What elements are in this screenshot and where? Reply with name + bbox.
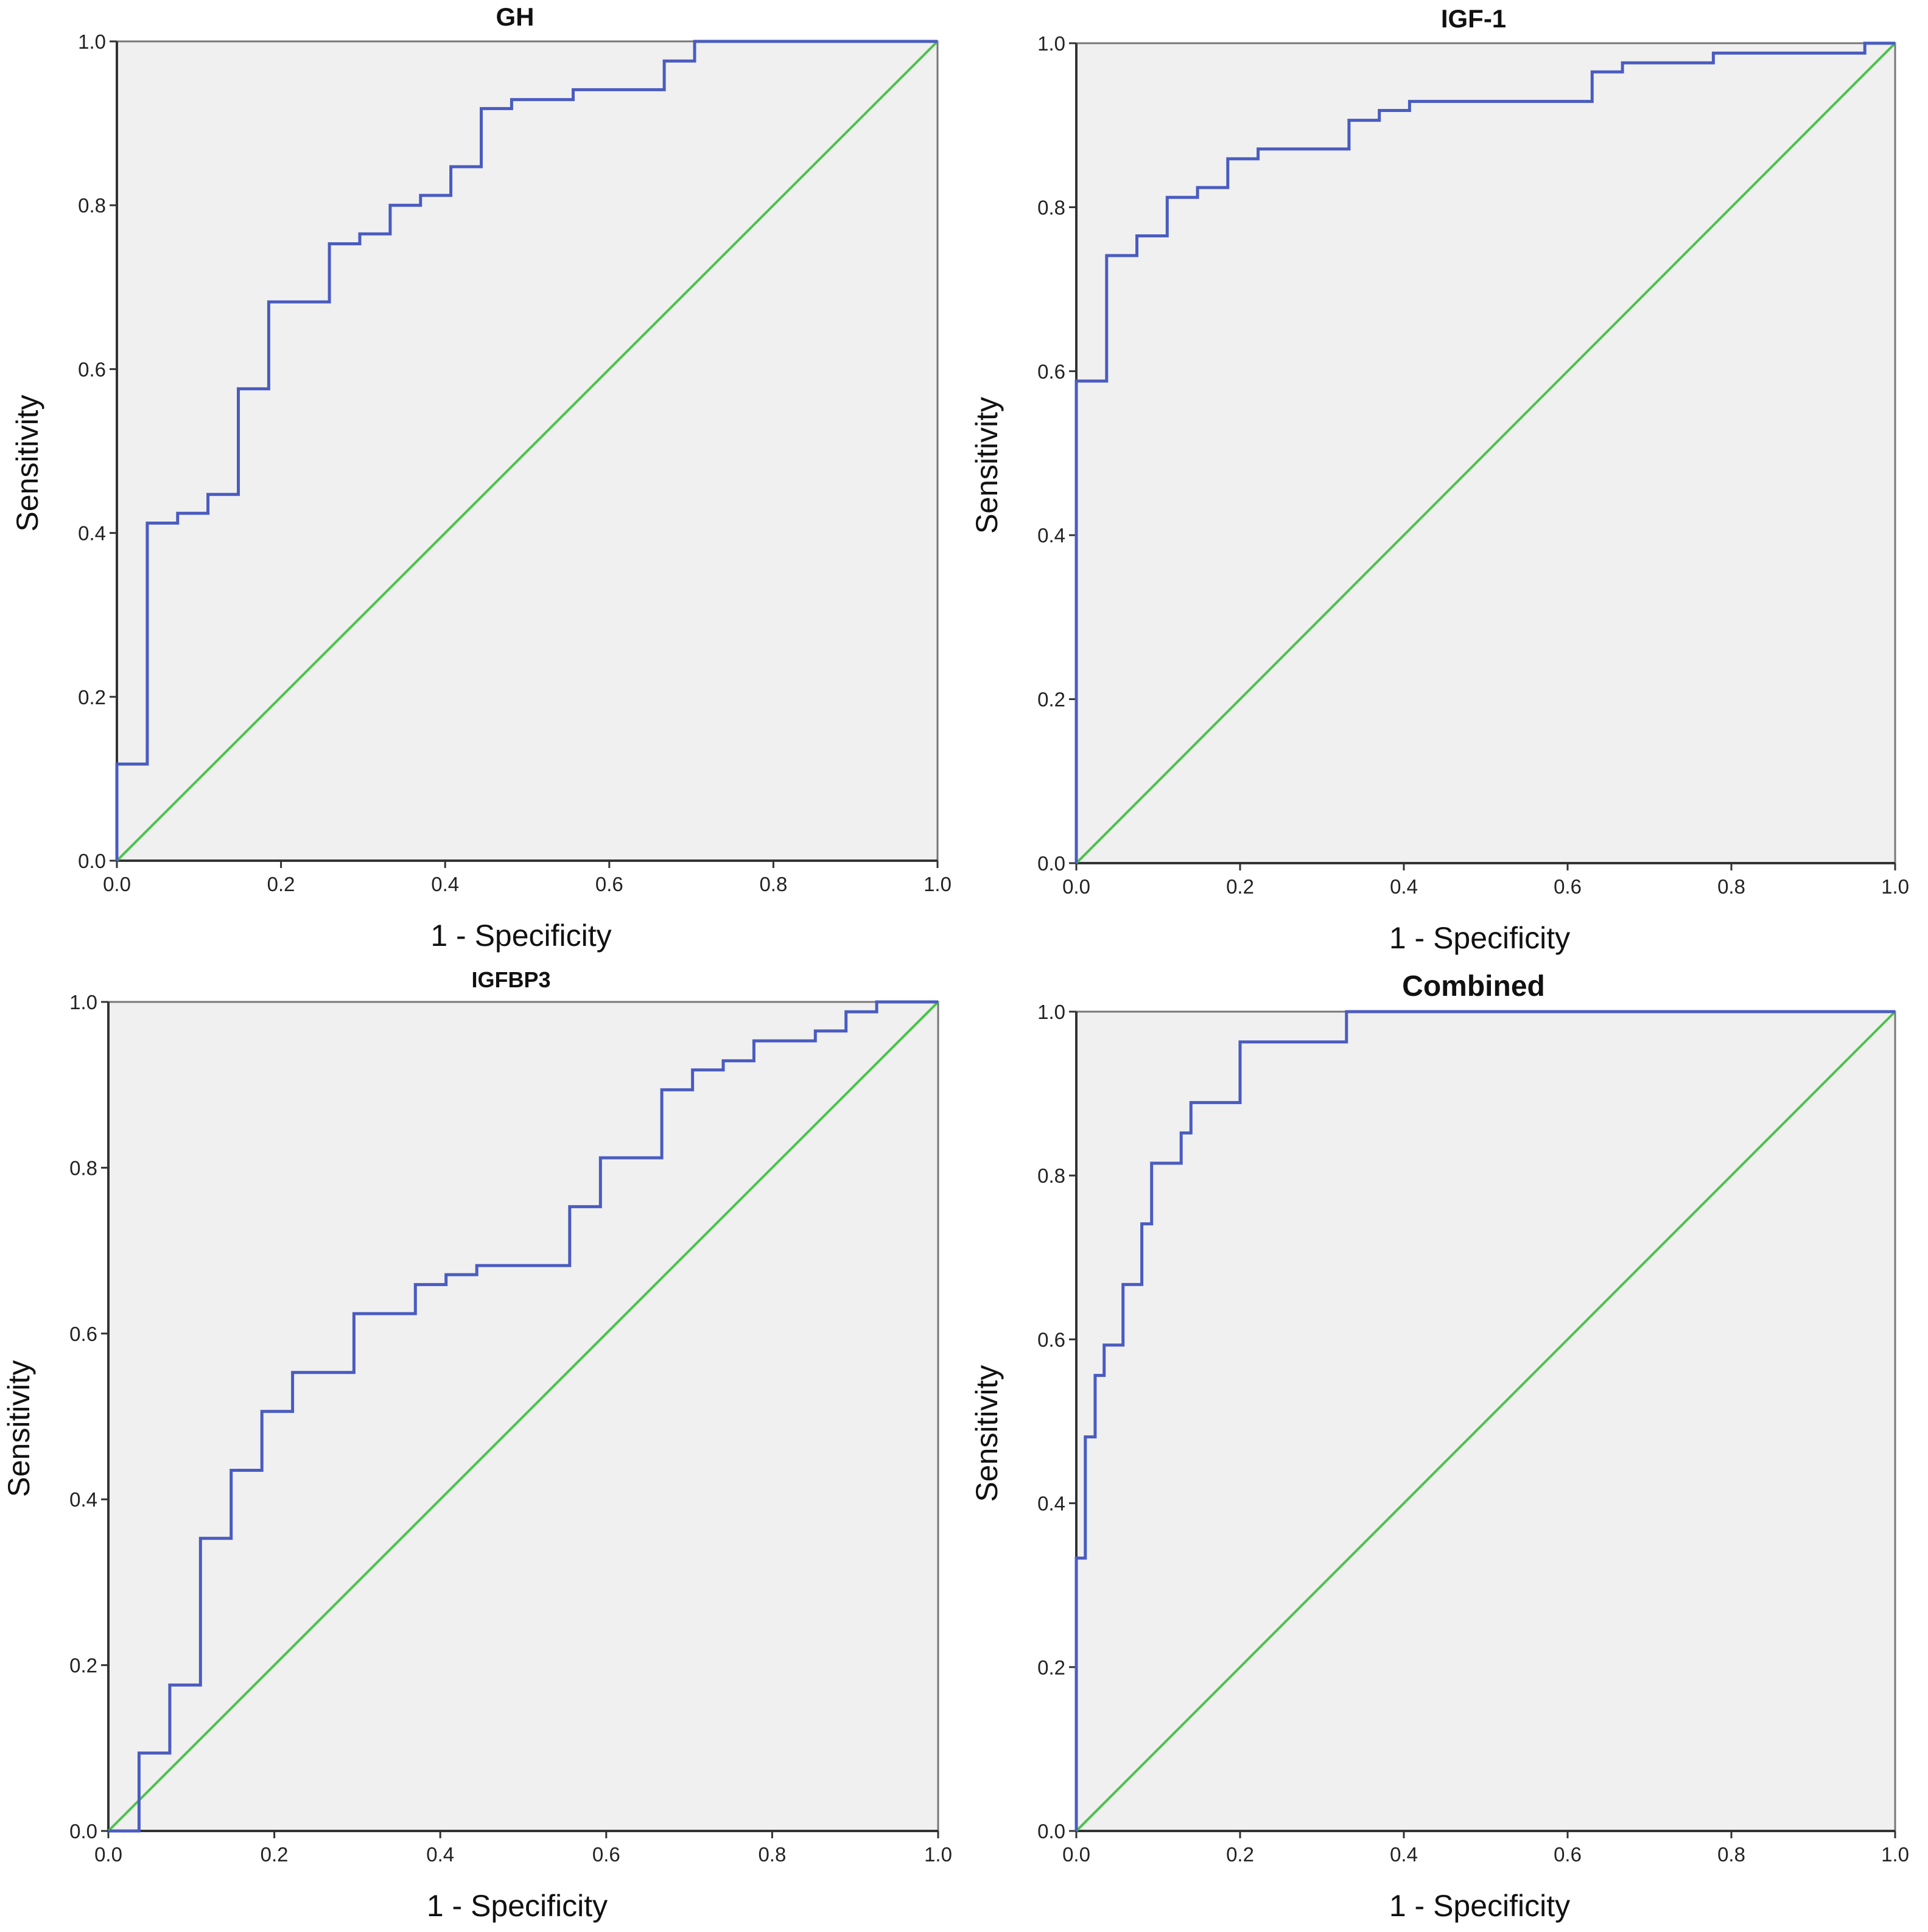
x-axis-label: 1 - Specificity [1389,1889,1570,1923]
x-tick-label: 0.8 [1717,1843,1745,1866]
y-tick-label: 0.6 [69,1323,97,1345]
y-tick-label: 0.0 [78,850,106,872]
y-tick-label: 0.2 [69,1654,97,1677]
y-axis-label: Sensitivity [970,397,1004,534]
y-tick-label: 0.2 [1037,1656,1065,1679]
x-tick-label: 0.0 [103,873,131,895]
x-tick-label: 0.2 [267,873,295,895]
y-tick-label: 0.0 [1037,852,1065,875]
x-tick-label: 0.8 [759,873,787,895]
x-tick-label: 1.0 [924,1843,952,1866]
y-tick-label: 0.2 [78,686,106,709]
y-tick-label: 0.0 [1037,1820,1065,1843]
reference-diagonal-line [1075,42,1896,864]
roc-panel-igf-1: 0.0 0.2 0.4 0.6 0.8 1.0 0.0 0.2 0.4 0.6 0.8 1.0 IGF-… [970,4,1909,955]
roc-curve [115,40,938,861]
y-tick-label: 0.4 [1037,1493,1065,1515]
y-tick-label: 0.6 [1037,1328,1065,1351]
y-tick-label: 0.8 [69,1157,97,1179]
x-tick-label: 0.4 [431,873,459,895]
roc-panel-combined: 0.0 0.2 0.4 0.6 0.8 1.0 0.0 0.2 0.4 0.6 0.8 1.0 Comb… [970,970,1909,1923]
y-tick-label: 0.6 [78,358,106,380]
roc-panel-gh: 0.0 0.2 0.4 0.6 0.8 1.0 0.0 0.2 0.4 0.6 0.8 1.0 GH 1 … [10,2,952,953]
x-axis-label: 1 - Specificity [1389,921,1570,955]
y-tick-label: 0.4 [78,522,106,545]
x-tick-label: 0.4 [1390,1843,1418,1866]
x-tick-label: 0.8 [758,1843,786,1866]
y-tick-label: 0.8 [78,194,106,217]
chart-title: IGFBP3 [471,967,550,992]
y-axis-label: Sensitivity [10,394,44,531]
reference-diagonal-line [1075,1010,1896,1832]
chart-title: IGF-1 [1441,4,1506,33]
reference-diagonal-line [107,1001,939,1832]
x-tick-label: 1.0 [1881,1843,1909,1866]
roc-curve [1074,1010,1895,1831]
y-tick-label: 0.8 [1037,1164,1065,1187]
x-tick-label: 0.6 [595,873,623,895]
y-tick-label: 0.0 [69,1820,97,1843]
roc-curve [1074,41,1895,863]
x-axis-label: 1 - Specificity [430,919,611,953]
roc-panel-igfbp3: 0.0 0.2 0.4 0.6 0.8 1.0 0.0 0.2 0.4 0.6 0.8 1.0 IGFB… [2,967,952,1923]
y-tick-label: 0.6 [1037,360,1065,383]
y-tick-label: 1.0 [1037,32,1065,55]
x-axis-label: 1 - Specificity [427,1889,608,1923]
x-tick-label: 0.4 [426,1843,454,1866]
y-tick-label: 0.2 [1037,688,1065,711]
x-tick-label: 0.6 [1554,875,1582,898]
y-tick-label: 0.4 [1037,524,1065,547]
roc-curve [108,1000,938,1833]
y-tick-label: 0.8 [1037,196,1065,219]
y-tick-label: 0.4 [69,1488,97,1511]
x-tick-label: 0.0 [94,1843,122,1866]
y-axis-label: Sensitivity [2,1360,36,1497]
chart-title: GH [496,2,535,31]
x-tick-label: 0.6 [592,1843,620,1866]
x-tick-label: 0.8 [1717,875,1745,898]
x-tick-label: 0.2 [1226,1843,1254,1866]
x-tick-label: 0.6 [1554,1843,1582,1866]
y-axis-label: Sensitivity [970,1365,1004,1502]
y-tick-label: 1.0 [69,991,97,1013]
x-tick-label: 1.0 [924,873,952,895]
x-tick-label: 0.2 [261,1843,289,1866]
chart-title: Combined [1402,970,1545,1003]
y-tick-label: 1.0 [78,30,106,53]
x-tick-label: 0.4 [1390,875,1418,898]
x-tick-label: 0.0 [1062,875,1090,898]
x-tick-label: 0.2 [1226,875,1254,898]
y-tick-label: 1.0 [1037,1001,1065,1023]
reference-diagonal-line [116,40,939,862]
x-tick-label: 0.0 [1062,1843,1090,1866]
x-tick-label: 1.0 [1881,875,1909,898]
